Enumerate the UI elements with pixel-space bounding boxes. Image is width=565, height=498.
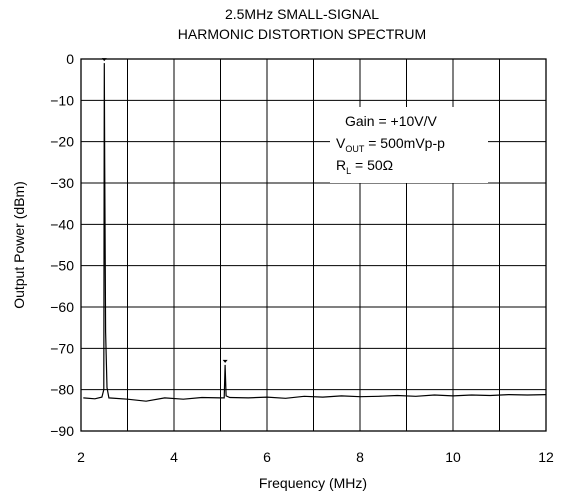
annotation-rl-value: = 50Ω (351, 157, 393, 173)
chart-title-line-1: 2.5MHz SMALL-SIGNAL (225, 6, 379, 22)
y-tick-label: −20 (50, 134, 74, 150)
annotation-gain: Gain = +10V/V (345, 113, 438, 129)
annotation-vout-value: = 500mVp-p (364, 135, 445, 151)
x-tick-label: 2 (77, 449, 85, 465)
x-tick-label: 8 (356, 449, 364, 465)
peak-marker (222, 359, 228, 363)
annotation-vout-subscript: OUT (345, 144, 365, 154)
x-tick-label: 10 (445, 449, 461, 465)
y-tick-label: −90 (50, 423, 74, 439)
y-tick-label: −50 (50, 258, 74, 274)
x-tick-label: 12 (538, 449, 554, 465)
y-tick-label: −10 (50, 92, 74, 108)
x-tick-label: 6 (263, 449, 271, 465)
y-axis-label: Output Power (dBm) (11, 181, 27, 309)
y-tick-label: −70 (50, 340, 74, 356)
x-tick-label: 4 (170, 449, 178, 465)
peak-markers (101, 58, 228, 363)
tick-labels: 2 4 6 8 10 12 0 −10 −20 −30 −40 −50 −60 −70 −80 −90 (50, 51, 554, 465)
annotation-rl: RL = 50Ω (336, 157, 393, 176)
annotation-box: Gain = +10V/V VOUT = 500mVp-p RL = 50Ω (330, 107, 488, 183)
annotation-background (330, 107, 488, 183)
y-tick-label: −80 (50, 382, 74, 398)
annotation-vout: VOUT = 500mVp-p (336, 135, 445, 154)
y-tick-label: −60 (50, 299, 74, 315)
annotation-rl-subscript: L (346, 166, 351, 176)
x-axis-label: Frequency (MHz) (259, 475, 367, 491)
annotation-rl-prefix: R (336, 157, 346, 173)
plot-frame (80, 58, 547, 432)
annotation-vout-prefix: V (336, 135, 346, 151)
y-tick-label: −40 (50, 216, 74, 232)
y-tick-label: 0 (66, 51, 74, 67)
spectrum-line (83, 63, 547, 402)
chart-title-line-2: HARMONIC DISTORTION SPECTRUM (178, 26, 426, 42)
y-tick-label: −30 (50, 175, 74, 191)
